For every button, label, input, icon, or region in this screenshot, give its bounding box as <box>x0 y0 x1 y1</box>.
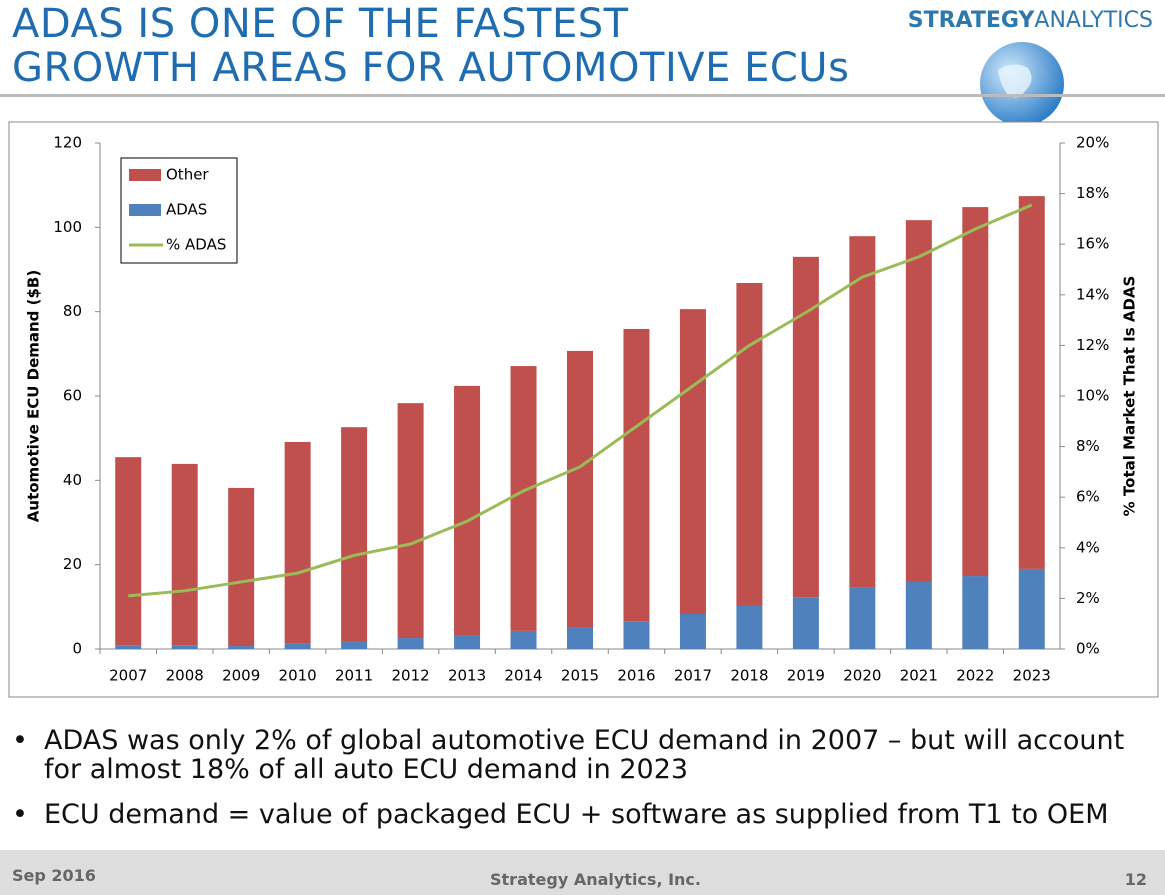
y-tick-label: 120 <box>53 134 82 152</box>
legend-label: % ADAS <box>166 236 226 254</box>
x-tick-label: 2009 <box>222 667 260 685</box>
bullet: ECU demand = value of packaged ECU + sof… <box>12 800 1152 829</box>
y2-tick-label: 12% <box>1076 336 1109 354</box>
bar <box>171 463 198 646</box>
legend-label: ADAS <box>166 201 207 219</box>
bar <box>228 646 255 649</box>
bar <box>454 385 481 636</box>
bar <box>736 282 763 606</box>
bar <box>115 645 142 649</box>
y2-tick-label: 6% <box>1076 488 1100 506</box>
x-tick-label: 2018 <box>730 667 768 685</box>
page-number: 12 <box>1124 870 1147 889</box>
x-tick-label: 2017 <box>674 667 712 685</box>
x-tick-label: 2021 <box>900 667 938 685</box>
line-series <box>128 203 1033 598</box>
y2-tick-label: 8% <box>1076 437 1100 455</box>
bar <box>962 576 989 649</box>
header-rule <box>0 94 1165 97</box>
x-tick-label: 2019 <box>787 667 825 685</box>
y2-tick-label: 16% <box>1076 235 1109 253</box>
y-tick-label: 80 <box>63 302 82 320</box>
bullet: ADAS was only 2% of global automotive EC… <box>12 726 1152 784</box>
bar <box>510 366 537 631</box>
bar <box>1018 196 1045 569</box>
y2-tick-label: 2% <box>1076 589 1100 607</box>
bar <box>849 236 876 588</box>
bar <box>792 597 819 649</box>
brand: STRATEGYANALYTICS <box>908 8 1153 33</box>
bar <box>679 309 706 615</box>
x-tick-label: 2016 <box>617 667 655 685</box>
x-tick-label: 2015 <box>561 667 599 685</box>
bar <box>623 621 650 649</box>
bar <box>567 627 593 649</box>
bar <box>623 328 650 622</box>
bar <box>284 441 311 644</box>
x-tick-label: 2010 <box>279 667 317 685</box>
bar <box>341 640 368 649</box>
x-tick-label: 2014 <box>504 667 542 685</box>
slide-title: GROWTH AREAS FOR AUTOMOTIVE ECUs <box>12 45 850 91</box>
x-tick-label: 2008 <box>166 667 204 685</box>
y-tick-label: 20 <box>63 555 82 573</box>
brand-word: ANALYTICS <box>1034 8 1153 33</box>
y-tick-label: 100 <box>53 218 82 236</box>
footer: Sep 2016 Strategy Analytics, Inc. 12 <box>0 850 1165 895</box>
bar <box>171 645 198 649</box>
brand-word: STRATEGY <box>907 8 1035 33</box>
bar <box>736 605 763 649</box>
y2-tick-label: 0% <box>1076 640 1100 658</box>
bar <box>341 427 368 641</box>
y2-axis-title: % Total Market That Is ADAS <box>1121 276 1139 517</box>
bar <box>679 614 706 649</box>
x-tick-label: 2007 <box>109 667 147 685</box>
bar <box>510 630 537 649</box>
bar <box>284 643 311 649</box>
footer-company: Strategy Analytics, Inc. <box>490 870 701 889</box>
y2-tick-label: 14% <box>1076 285 1109 303</box>
y-axis-title: Automotive ECU Demand ($B) <box>25 270 43 522</box>
bar <box>905 220 932 582</box>
chart: Automotive ECU Demand ($B) % Total Marke… <box>8 121 1159 698</box>
legend-swatch <box>129 169 161 181</box>
x-tick-label: 2012 <box>391 667 429 685</box>
bar <box>849 587 876 649</box>
footer-date: Sep 2016 <box>12 866 96 885</box>
x-tick-label: 2020 <box>843 667 881 685</box>
y-tick-label: 40 <box>63 471 82 489</box>
y2-tick-label: 4% <box>1076 538 1100 556</box>
bar <box>567 350 593 628</box>
x-tick-label: 2011 <box>335 667 373 685</box>
globe <box>980 42 1064 122</box>
y2-tick-label: 20% <box>1076 134 1109 152</box>
chart-frame <box>8 121 1159 698</box>
legend-label: Other <box>166 166 209 184</box>
y2-tick-label: 10% <box>1076 387 1109 405</box>
bar <box>905 581 932 649</box>
x-tick-label: 2013 <box>448 667 486 685</box>
bar <box>962 207 989 577</box>
y-tick-label: 60 <box>63 387 82 405</box>
x-tick-label: 2022 <box>956 667 994 685</box>
bar <box>397 403 424 639</box>
legend-swatch <box>129 204 161 216</box>
bar <box>115 457 142 646</box>
bar <box>1018 568 1045 649</box>
y2-tick-label: 18% <box>1076 184 1109 202</box>
bullet-list: ADAS was only 2% of global automotive EC… <box>12 726 1152 845</box>
bar <box>228 487 255 647</box>
bar <box>454 635 481 649</box>
bar <box>397 638 424 649</box>
y-tick-label: 0 <box>72 640 82 658</box>
x-tick-label: 2023 <box>1013 667 1051 685</box>
slide-title: ADAS IS ONE OF THE FASTEST <box>12 1 629 47</box>
